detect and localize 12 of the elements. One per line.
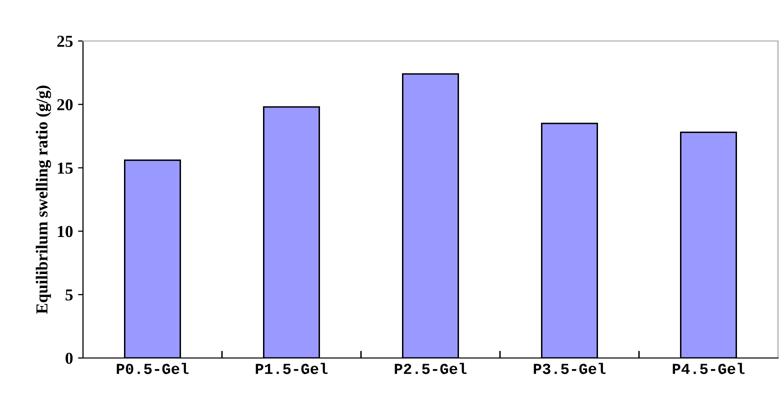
y-tick-label: 0 (66, 352, 73, 364)
x-tick-label: P4.5-Gel (672, 362, 745, 374)
y-tick-label: 10 (58, 226, 73, 238)
y-tick-label: 15 (58, 162, 73, 174)
y-tick-label: 25 (57, 36, 73, 47)
x-tick-label: P1.5-Gel (256, 362, 328, 374)
y-axis-title: Equilibrilum swelling ratio (g/g) (36, 86, 52, 314)
x-tick-label: P3.5-Gel (534, 362, 606, 374)
x-tick-label: P0.5-Gel (116, 362, 189, 374)
x-tick-label: P2.5-Gel (394, 362, 467, 374)
y-tick-label: 5 (66, 289, 73, 301)
y-tick-label: 20 (57, 99, 73, 110)
